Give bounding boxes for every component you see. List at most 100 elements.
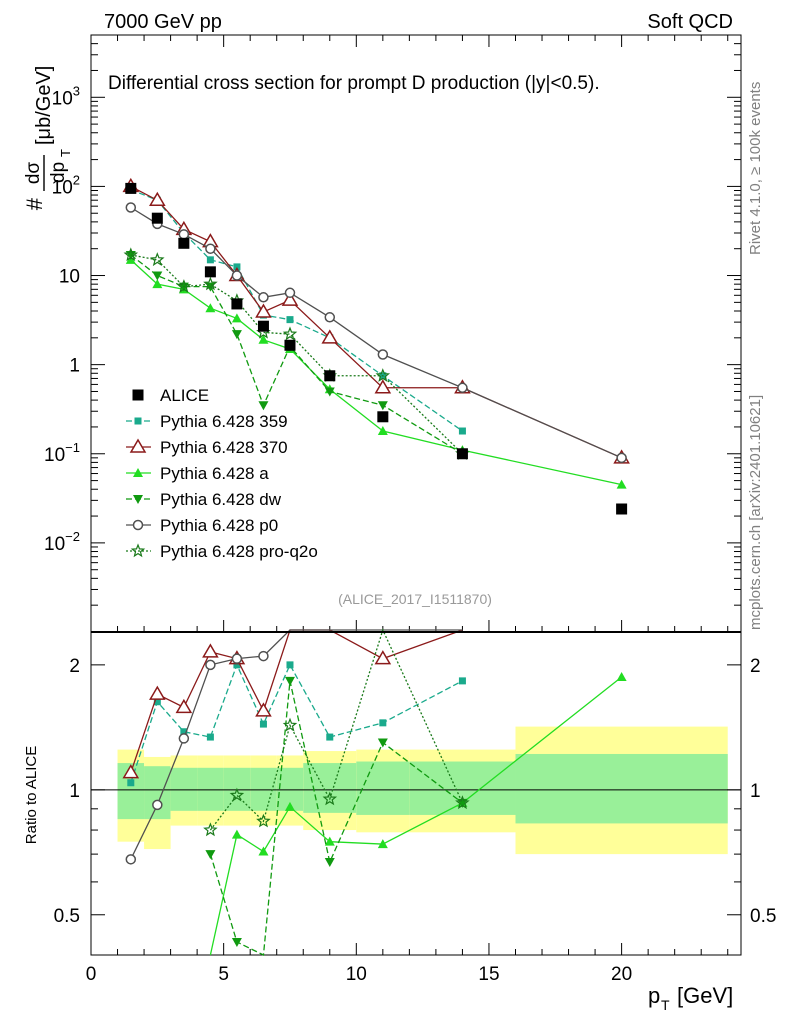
ratio-point-1-8 xyxy=(374,650,392,665)
analysis-tag: (ALICE_2017_I1511870) xyxy=(338,591,492,607)
data-point-7 xyxy=(324,370,336,382)
series-point-2-4 xyxy=(231,313,242,323)
ratio-point-2-4 xyxy=(231,829,242,839)
series-point-2-1 xyxy=(152,279,163,289)
ratio-point-0-0 xyxy=(127,779,135,787)
ratio-point-4-1 xyxy=(152,799,163,811)
legend-marker-5 xyxy=(132,519,144,531)
y-title-num: dσ xyxy=(23,162,44,185)
series-point-0-4 xyxy=(233,263,241,271)
ratio-point-5-7 xyxy=(322,791,338,806)
x-title-p: p xyxy=(648,983,660,1008)
series-point-4-3 xyxy=(205,243,216,254)
series-point-2-5 xyxy=(258,334,269,344)
series-point-1-8 xyxy=(374,379,392,394)
ratio-point-0-2 xyxy=(180,728,188,736)
legend-marker-2 xyxy=(129,438,147,453)
series-point-4-9 xyxy=(457,382,468,394)
series-point-5-0 xyxy=(123,247,139,262)
ratio-band-green-3 xyxy=(197,767,224,811)
ratio-point-4-3 xyxy=(205,659,216,671)
legend-label-3: Pythia 6.428 a xyxy=(160,464,269,483)
ratio-band-green-8 xyxy=(356,761,410,815)
ratio-point-1-3 xyxy=(202,643,219,658)
data-point-0 xyxy=(125,182,137,194)
ratio-tick-label-left: 1 xyxy=(69,781,80,802)
series-point-3-5 xyxy=(258,401,269,411)
ratio-point-2-7 xyxy=(324,836,335,846)
x-title-unit: [GeV] xyxy=(677,983,733,1008)
series-point-0-3 xyxy=(206,256,214,264)
y-tick-label: 102 xyxy=(52,172,80,198)
ratio-point-0-8 xyxy=(379,719,387,727)
ratio-line-0 xyxy=(130,663,463,783)
data-point-8 xyxy=(377,411,389,423)
header-right: Soft QCD xyxy=(647,11,733,33)
series-point-1-1 xyxy=(149,191,166,206)
x-tick-label: 10 xyxy=(346,964,367,985)
data-point-5 xyxy=(257,320,269,332)
series-layer xyxy=(122,177,630,515)
axes-frame: 0 5 10 15 20 10−2 10−1 1 10 102 103 0.5 0.5 1 1 2 2 xyxy=(44,34,776,985)
series-point-5-8 xyxy=(375,368,391,382)
ratio-point-3-8 xyxy=(377,738,388,748)
series-point-3-8 xyxy=(377,401,388,411)
ratio-point-5-3 xyxy=(203,822,218,837)
ratio-point-1-2 xyxy=(175,698,193,714)
y-tick-label: 10−2 xyxy=(44,529,80,555)
ratio-tick-label-right: 0.5 xyxy=(750,906,776,927)
x-title-sub: T xyxy=(661,997,670,1013)
series-point-4-0 xyxy=(125,202,137,213)
ratio-line-1 xyxy=(130,629,463,773)
ratio-point-3-6 xyxy=(284,676,295,686)
series-point-5-6 xyxy=(282,326,298,341)
series-point-3-7 xyxy=(324,387,335,397)
legend-label-2: Pythia 6.428 370 xyxy=(160,438,288,457)
side-mcplots: mcplots.cern.ch [arXiv:2401.10621] xyxy=(747,395,764,630)
series-point-0-9 xyxy=(458,427,466,435)
ratio-band-green-2 xyxy=(170,767,198,811)
legend-marker-6 xyxy=(130,543,146,558)
series-point-1-6 xyxy=(281,291,299,306)
ratio-point-5-9 xyxy=(455,795,470,810)
ratio-y-title: Ratio to ALICE xyxy=(23,746,40,844)
ratio-point-2-10 xyxy=(616,671,627,681)
ratio-point-4-2 xyxy=(178,733,190,744)
series-point-3-4 xyxy=(231,330,242,340)
series-point-1-5 xyxy=(255,303,272,318)
ratio-tick-label-right: 2 xyxy=(750,656,761,677)
ratio-point-2-5 xyxy=(258,846,269,856)
series-point-2-3 xyxy=(205,303,216,313)
ratio-point-0-6 xyxy=(286,661,294,669)
legend-marker-1 xyxy=(134,417,142,425)
ratio-band-green-10 xyxy=(515,753,728,824)
ratio-point-0-7 xyxy=(326,733,334,741)
series-point-4-5 xyxy=(258,292,269,303)
series-point-1-7 xyxy=(321,329,339,344)
y-title-den: dp xyxy=(48,162,69,183)
series-point-4-4 xyxy=(231,270,243,281)
data-point-1 xyxy=(151,212,163,224)
legend-label-1: Pythia 6.428 359 xyxy=(160,412,288,431)
y-title-prefix: # xyxy=(22,197,47,210)
y-tick-label: 103 xyxy=(52,83,80,109)
chart-title-suffix: production (|y|<0.5). xyxy=(426,73,600,94)
series-point-3-1 xyxy=(152,271,163,281)
ratio-point-3-4 xyxy=(231,937,242,947)
y-tick-label: 10−1 xyxy=(44,440,80,466)
x-tick-label: 15 xyxy=(478,964,499,985)
ratio-band-green-1 xyxy=(144,766,171,820)
ratio-point-0-3 xyxy=(206,733,214,741)
ratio-point-1-1 xyxy=(149,685,166,700)
side-rivet: Rivet 4.1.0, ≥ 100k events xyxy=(747,82,764,255)
chart-title-main: Differential cross section for prompt D xyxy=(108,73,426,94)
x-tick-label: 5 xyxy=(218,964,229,985)
x-tick-label: 0 xyxy=(86,964,97,985)
data-point-2 xyxy=(178,237,190,249)
series-point-2-10 xyxy=(616,479,627,489)
ratio-tick-label-left: 0.5 xyxy=(54,906,80,927)
series-line-0 xyxy=(130,189,463,432)
ratio-point-5-4 xyxy=(229,787,245,802)
ratio-line-4 xyxy=(130,629,463,860)
series-point-4-7 xyxy=(324,312,336,323)
